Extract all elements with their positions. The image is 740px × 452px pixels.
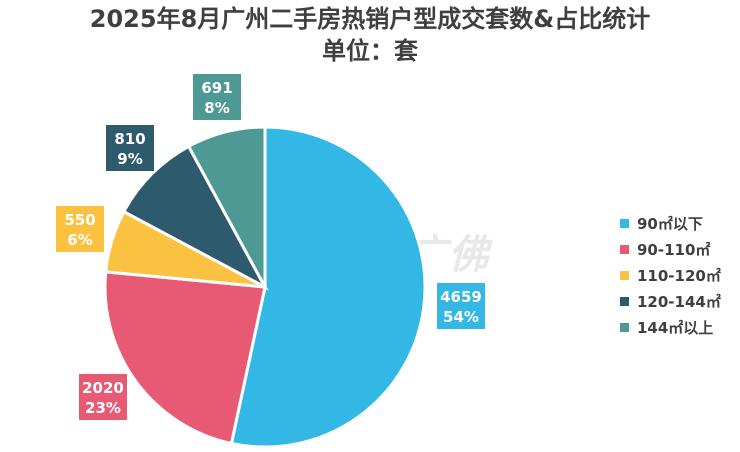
data-label-percent: 23% <box>85 399 121 417</box>
data-label: 2020 23% <box>79 374 127 420</box>
chart-legend: 90㎡以下 90-110㎡ 110-120㎡ 120-144㎡ 144㎡以上 <box>620 210 721 340</box>
data-label-percent: 54% <box>443 308 479 326</box>
chart-subtitle: 单位：套 <box>322 37 418 65</box>
legend-item: 120-144㎡ <box>620 288 721 314</box>
pie-slice <box>121 144 269 291</box>
data-label-box <box>56 206 104 252</box>
legend-swatch <box>620 244 629 254</box>
data-label: 4659 54% <box>437 283 485 329</box>
data-label-percent: 8% <box>204 99 229 117</box>
pie-slice <box>186 125 267 288</box>
data-label-value: 810 <box>114 130 145 148</box>
legend-swatch <box>620 322 629 332</box>
data-label-value: 4659 <box>440 288 482 306</box>
legend-item: 90㎡以下 <box>620 210 721 236</box>
data-label-box <box>437 283 485 329</box>
legend-item: 90-110㎡ <box>620 236 721 262</box>
data-label-box <box>79 374 127 420</box>
legend-label: 144㎡以上 <box>637 318 714 337</box>
data-label-value: 2020 <box>82 379 124 397</box>
legend-label: 120-144㎡ <box>637 292 721 311</box>
legend-item: 110-120㎡ <box>620 262 721 288</box>
legend-swatch <box>620 270 629 280</box>
data-label-box <box>106 125 154 171</box>
data-label-value: 691 <box>201 79 232 97</box>
pie-slice <box>229 125 427 449</box>
legend-swatch <box>620 296 629 306</box>
data-label-percent: 9% <box>117 150 142 168</box>
data-label-box <box>193 74 241 120</box>
legend-item: 144㎡以上 <box>620 314 721 340</box>
data-label-percent: 6% <box>67 231 92 249</box>
chart-title: 2025年8月广州二手房热销户型成交套数&占比统计 <box>89 5 651 33</box>
legend-label: 90㎡以下 <box>637 214 703 233</box>
pie-slice <box>103 270 267 446</box>
legend-label: 110-120㎡ <box>637 266 721 285</box>
legend-swatch <box>620 218 629 228</box>
data-label-value: 550 <box>64 211 95 229</box>
legend-label: 90-110㎡ <box>637 240 711 259</box>
